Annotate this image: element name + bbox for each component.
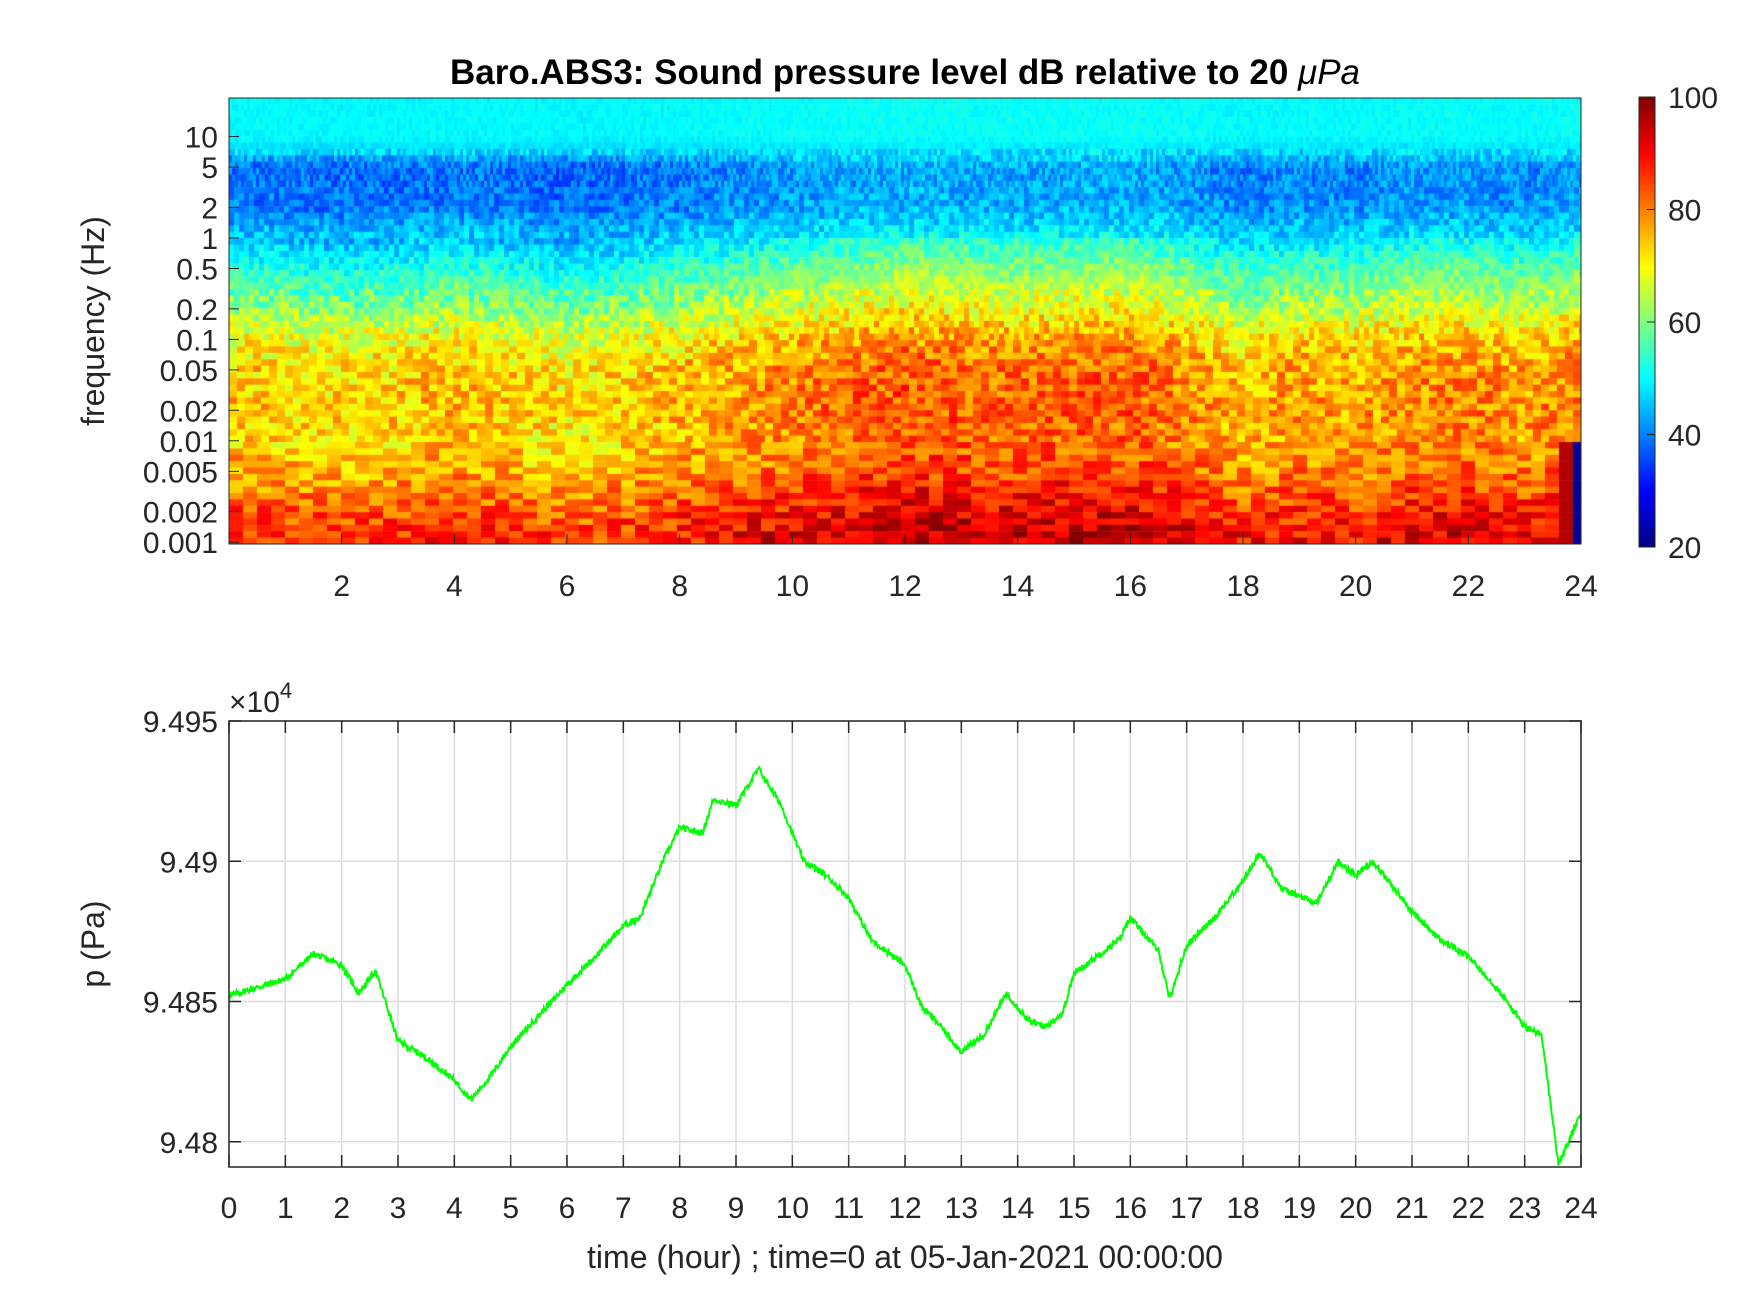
pressure-xtick-label: 22 [1452,1192,1485,1225]
y-exponent-label: ×104 [229,678,292,719]
pressure-xtick-label: 2 [333,1192,350,1225]
pressure-xtick-label: 8 [671,1192,688,1225]
pressure-xlabel: time (hour) ; time=0 at 05-Jan-2021 00:0… [587,1239,1223,1275]
pressure-xtick-label: 5 [502,1192,519,1225]
pressure-xtick-label: 6 [559,1192,576,1225]
spectrogram-xtick-label: 2 [333,570,350,603]
pressure-xtick-label: 10 [776,1192,809,1225]
spectrogram-axes-frame [228,97,1582,545]
pressure-ylabel: p (Pa) [75,900,111,987]
pressure-xtick-label: 16 [1114,1192,1147,1225]
colorbar-tick-label: 80 [1668,195,1701,228]
spectrogram-ytick-label: 0.002 [143,497,218,530]
pressure-xtick-label: 19 [1283,1192,1316,1225]
pressure-xtick-label: 0 [221,1192,238,1225]
pressure-ytick-label: 9.49 [160,846,218,879]
spectrogram-ytick-label: 0.001 [143,527,218,560]
spectrogram-xtick-label: 20 [1339,570,1372,603]
spectrogram-ytick-label: 0.05 [160,355,218,388]
pressure-xtick-label: 3 [390,1192,407,1225]
spectrogram-title: Baro.ABS3: Sound pressure level dB relat… [450,53,1360,92]
pressure-xtick-label: 17 [1170,1192,1203,1225]
spectrogram-ytick-label: 10 [185,122,218,155]
spectrogram-ytick-label: 0.1 [176,324,218,357]
spectrogram-xtick-label: 18 [1226,570,1259,603]
pressure-xtick-label: 23 [1508,1192,1541,1225]
colorbar-tick-label: 20 [1668,532,1701,565]
pressure-xtick-label: 24 [1564,1192,1597,1225]
spectrogram-ytick-label: 0.02 [160,395,218,428]
pressure-ytick-label: 9.485 [143,987,218,1020]
spectrogram-xtick-label: 10 [776,570,809,603]
spectrogram-ytick-label: 5 [201,152,218,185]
spectrogram-ytick-label: 0.01 [160,426,218,459]
spectrogram-image [229,98,1581,544]
pressure-xtick-label: 20 [1339,1192,1372,1225]
pressure-xtick-label: 1 [277,1192,294,1225]
pressure-xtick-label: 11 [833,1192,864,1225]
pressure-xtick-label: 21 [1395,1192,1428,1225]
spectrogram-xtick-label: 6 [559,570,576,603]
spectrogram-xtick-label: 4 [446,570,463,603]
spectrogram-ytick-label: 1 [201,223,218,256]
pressure-ytick-label: 9.48 [160,1127,218,1160]
pressure-xtick-label: 15 [1057,1192,1090,1225]
colorbar-tick-label: 40 [1668,420,1701,453]
spectrogram-xtick-label: 24 [1564,570,1597,603]
spectrogram-ytick-label: 0.2 [176,294,218,327]
pressure-line [228,765,1582,1166]
spectrogram-ytick-label: 0.005 [143,456,218,489]
spectrogram-xtick-label: 14 [1001,570,1034,603]
pressure-xtick-label: 13 [945,1192,978,1225]
pressure-ytick-label: 9.495 [143,706,218,739]
spectrogram-ytick-label: 2 [201,192,218,225]
pressure-xtick-label: 12 [888,1192,921,1225]
spectrogram-xtick-label: 22 [1452,570,1485,603]
spectrogram-xtick-label: 12 [888,570,921,603]
spectrogram-ytick-label: 0.5 [176,253,218,286]
colorbar-tick-label: 100 [1668,82,1718,115]
pressure-xtick-label: 9 [728,1192,745,1225]
pressure-xtick-label: 18 [1226,1192,1259,1225]
colorbar-tick-label: 60 [1668,307,1701,340]
spectrogram-xtick-label: 16 [1114,570,1147,603]
spectrogram-xtick-label: 8 [671,570,688,603]
pressure-xtick-label: 7 [615,1192,632,1225]
pressure-xtick-label: 14 [1001,1192,1034,1225]
spectrogram-ylabel: frequency (Hz) [75,216,111,426]
pressure-xtick-label: 4 [446,1192,463,1225]
